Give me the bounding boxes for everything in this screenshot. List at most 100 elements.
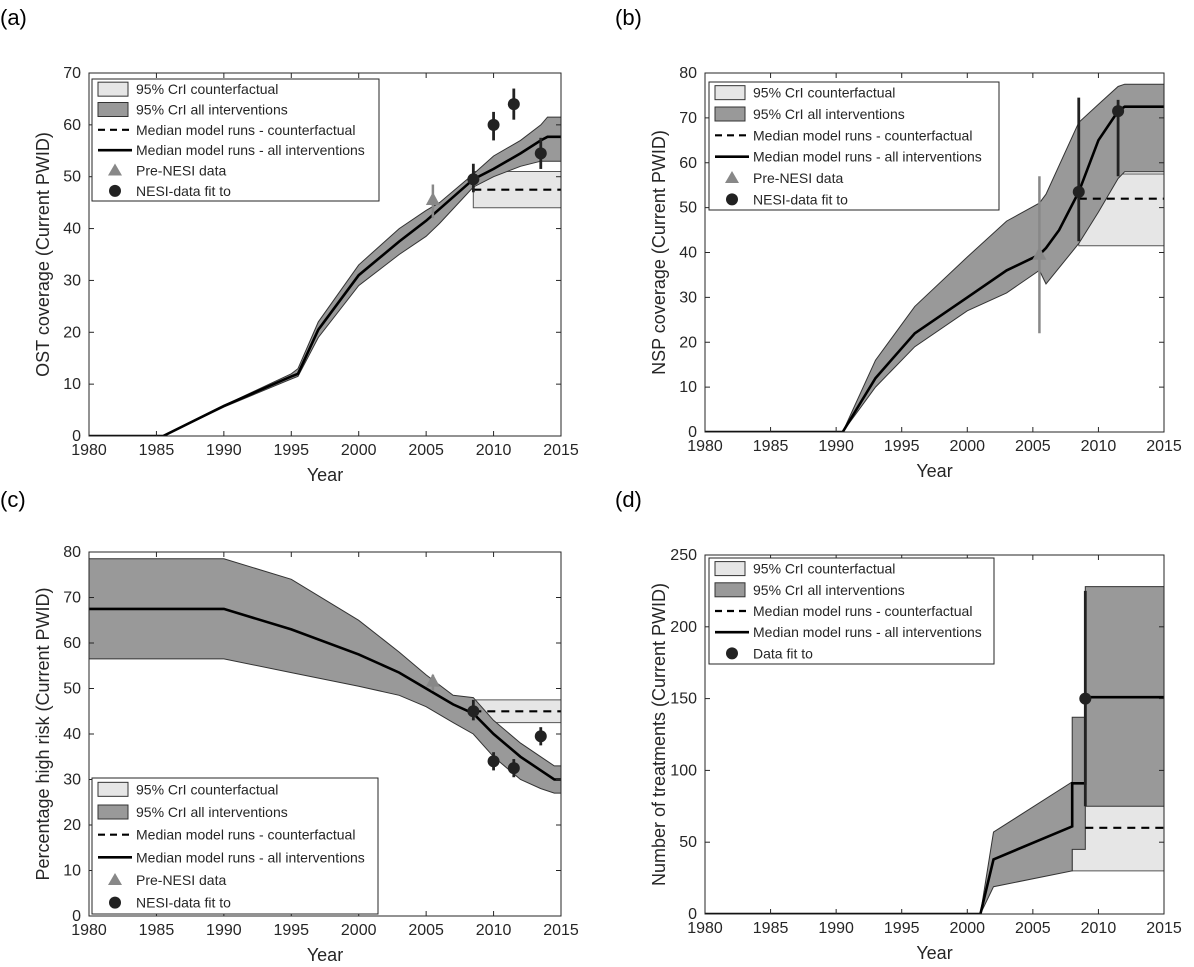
x-tick-label: 1980 [687,920,723,937]
pre-nesi-point [425,673,440,687]
legend-label: Pre-NESI data [136,872,226,888]
x-tick-label: 1980 [71,922,107,939]
y-tick-label: 60 [679,155,697,172]
plot-content [705,586,1164,914]
y-tick-label: 40 [63,221,81,238]
y-tick-label: 70 [679,110,697,127]
x-tick-label: 2015 [543,442,579,459]
legend: 95% CrI counterfactual 95% CrI all interv… [708,557,995,665]
chart-panel-4: (d) 1980 1985 1990 1995 2000 2005 2010 2015 0 50 10… [615,487,1182,963]
legend-label: Median model runs - all interventions [136,849,365,865]
y-tick-label: 40 [63,726,81,743]
legend-label: 95% CrI counterfactual [753,85,895,101]
x-tick-label: 1995 [884,920,920,937]
legend-marker-triangle [108,873,122,885]
x-axis-label: Year [307,945,343,965]
x-tick-label: 2000 [341,922,377,939]
legend-marker-circle [109,896,121,909]
legend-box [91,78,380,202]
legend-label: Median model runs - counterfactual [753,603,972,619]
legend-label: Median model runs - counterfactual [136,122,355,138]
y-tick-label: 70 [63,65,81,82]
x-tick-label: 1985 [753,920,789,937]
plot-content [89,558,561,794]
legend-swatch-counterfactual [714,561,746,577]
legend-label: Median model runs - counterfactual [136,827,355,843]
data-point [467,705,480,718]
legend-label: NESI-data fit to [136,183,231,199]
y-axis-label: NSP coverage (Current PWID) [649,130,669,375]
axes-frame [88,72,562,437]
y-tick-label: 30 [679,289,697,306]
x-tick-label: 1990 [818,438,854,455]
legend-swatch-all-interventions [714,582,746,598]
legend-label: Pre-NESI data [136,163,226,179]
legend-marker-triangle [108,163,122,176]
legend-swatch-all-interventions [97,804,129,820]
y-axis-label: Number of treatments (Current PWID) [649,583,669,886]
legend-box [91,777,379,915]
y-axis-label: OST coverage (Current PWID) [33,132,53,377]
x-axis-label: Year [307,465,343,485]
x-tick-label: 2010 [1081,920,1117,937]
x-tick-label: 1980 [687,438,723,455]
legend-label: 95% CrI counterfactual [136,781,278,797]
legend: 95% CrI counterfactual 95% CrI all interv… [91,78,380,202]
panel-label: (a) [0,5,27,30]
legend-box [708,81,1000,211]
legend-swatch-all-interventions [714,106,746,122]
legend-box [708,557,995,665]
y-tick-label: 100 [670,762,697,779]
x-tick-label: 2015 [1146,438,1182,455]
all-interventions-median-line [89,607,561,781]
legend-label: 95% CrI counterfactual [753,561,895,577]
legend-swatch-counterfactual [714,85,746,101]
x-tick-label: 2000 [949,438,985,455]
data-point [507,98,520,111]
y-tick-label: 50 [63,169,81,186]
y-tick-label: 10 [63,863,81,880]
legend: 95% CrI counterfactual 95% CrI all interv… [91,777,379,915]
y-tick-label: 0 [72,428,81,445]
y-tick-label: 250 [670,547,697,564]
y-tick-label: 70 [63,590,81,607]
x-tick-label: 1985 [753,438,789,455]
legend-swatch-all-interventions [97,102,129,117]
x-tick-label: 1995 [273,922,309,939]
chart-panel-3: (c) 1980 1985 1990 1995 2000 2005 2010 2015 0 10 20… [0,487,579,965]
data-point [1072,185,1085,198]
y-tick-label: 60 [63,635,81,652]
legend-marker-circle [109,184,121,197]
all-interventions-band [89,558,561,794]
legend-label: Median model runs - counterfactual [753,127,972,143]
data-point [1112,105,1125,118]
x-tick-label: 1985 [139,442,175,459]
legend-label: 95% CrI all interventions [753,106,905,122]
legend-label: Data fit to [753,645,813,661]
y-axis-label: Percentage high risk (Current PWID) [33,587,53,880]
x-tick-label: 2000 [949,920,985,937]
x-tick-label: 2005 [1015,438,1051,455]
all-interventions-band [89,116,561,436]
data-point [507,762,520,775]
plot-content [89,88,561,436]
data-point [487,755,500,768]
y-tick-label: 10 [63,376,81,393]
axes-frame [704,554,1165,915]
legend-label: 95% CrI all interventions [136,102,288,118]
legend-marker-circle [726,647,738,660]
chart-panel-1: (a) 1980 1985 1990 1995 2000 2005 2010 2015 0 10 20… [0,5,579,485]
y-tick-label: 0 [688,906,697,923]
x-axis-label: Year [916,461,952,481]
y-tick-label: 80 [63,544,81,561]
y-tick-label: 20 [63,324,81,341]
data-point [534,147,547,160]
y-tick-label: 150 [670,691,697,708]
data-point [467,173,480,186]
x-tick-label: 1990 [206,922,242,939]
y-tick-label: 50 [679,834,697,851]
panel-label: (d) [615,487,642,512]
legend-label: Median model runs - all interventions [136,142,365,158]
pre-nesi-point [425,192,440,206]
y-tick-label: 10 [679,379,697,396]
